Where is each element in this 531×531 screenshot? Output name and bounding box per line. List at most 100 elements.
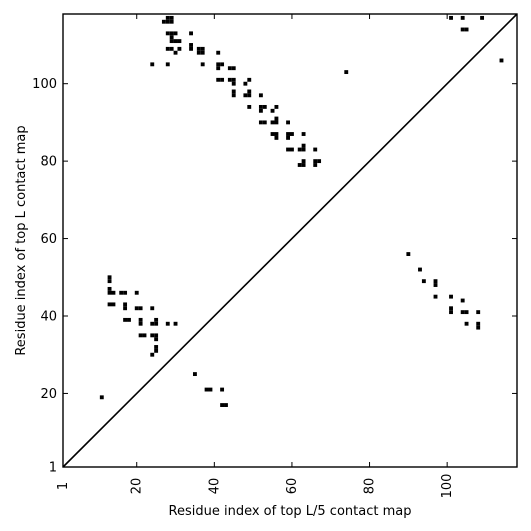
upper-contact-point-78 — [460, 15, 465, 20]
lower-contact-point-30 — [154, 345, 159, 349]
upper-contact-point-3 — [169, 19, 174, 24]
lower-contact-point-44 — [433, 294, 438, 299]
x-tick-label-2: 40 — [207, 478, 222, 495]
upper-contact-point-0 — [165, 15, 170, 20]
upper-contact-point-67 — [301, 147, 306, 152]
upper-contact-point-80 — [460, 27, 465, 32]
lower-contact-point-49 — [460, 310, 465, 315]
upper-contact-point-72 — [301, 159, 306, 164]
upper-contact-point-71 — [301, 163, 306, 167]
upper-contact-point-2 — [169, 15, 174, 20]
lower-contact-point-18 — [138, 317, 143, 322]
y-tick-label-0: 1 — [49, 461, 57, 476]
upper-contact-point-55 — [274, 116, 279, 121]
lower-contact-point-28 — [154, 333, 159, 338]
lower-contact-point-0 — [99, 395, 104, 400]
upper-contact-point-42 — [247, 93, 252, 98]
upper-contact-point-81 — [464, 27, 469, 32]
upper-contact-point-16 — [177, 46, 182, 51]
upper-contact-point-34 — [227, 77, 232, 82]
upper-contact-point-49 — [270, 108, 275, 113]
lower-contact-point-38 — [224, 403, 228, 407]
upper-contact-point-50 — [274, 104, 279, 109]
y-tick-label-3: 60 — [40, 232, 57, 247]
upper-contact-point-7 — [173, 31, 178, 36]
lower-contact-point-34 — [204, 387, 209, 392]
lower-contact-point-33 — [192, 372, 197, 377]
lower-contact-point-24 — [173, 321, 178, 326]
lower-contact-point-52 — [464, 321, 469, 326]
upper-contact-point-59 — [274, 135, 279, 140]
lower-contact-point-25 — [138, 333, 143, 338]
upper-contact-point-4 — [161, 19, 166, 24]
upper-contact-point-11 — [173, 39, 178, 44]
upper-contact-point-74 — [317, 159, 322, 164]
upper-contact-point-13 — [189, 43, 193, 47]
x-tick-label-1: 20 — [130, 478, 145, 495]
upper-contact-point-6 — [169, 31, 174, 36]
upper-contact-point-57 — [270, 132, 275, 136]
plot-frame — [62, 13, 518, 468]
upper-contact-point-39 — [231, 89, 236, 94]
upper-contact-point-19 — [196, 46, 201, 51]
upper-contact-point-79 — [480, 15, 485, 20]
lower-contact-point-54 — [476, 325, 481, 330]
upper-contact-point-35 — [231, 77, 236, 82]
lower-contact-point-53 — [476, 321, 481, 326]
lower-contact-point-23 — [165, 321, 170, 326]
y-axis-label: Residue index of top L contact map — [14, 125, 29, 355]
lower-contact-point-1 — [107, 275, 112, 280]
lower-contact-point-5 — [111, 290, 116, 295]
upper-contact-point-40 — [231, 93, 236, 98]
lower-contact-point-14 — [138, 306, 143, 311]
diagonal-line — [62, 13, 518, 468]
x-axis-label: Residue index of top L/5 contact map — [169, 504, 412, 519]
upper-contact-point-30 — [227, 66, 232, 71]
lower-contact-point-39 — [406, 252, 411, 256]
y-tick-label-1: 20 — [40, 387, 57, 402]
lower-contact-point-13 — [134, 306, 139, 311]
upper-contact-point-20 — [200, 46, 205, 51]
upper-contact-point-25 — [165, 62, 170, 67]
lower-contact-point-40 — [418, 267, 422, 272]
lower-contact-point-42 — [433, 279, 438, 284]
x-axis-ticks: 1 20 40 60 80 100 — [56, 14, 455, 498]
upper-contact-point-22 — [200, 50, 205, 55]
lower-contact-point-47 — [449, 306, 453, 311]
upper-contact-point-33 — [220, 77, 225, 82]
y-tick-label-4: 80 — [40, 155, 57, 170]
lower-contact-point-7 — [123, 290, 128, 295]
lower-contact-point-50 — [464, 310, 469, 315]
upper-contact-point-53 — [270, 120, 275, 125]
lower-contact-point-16 — [123, 317, 128, 322]
upper-contact-point-1 — [165, 19, 170, 24]
y-tick-label-5: 100 — [32, 77, 57, 92]
upper-contact-point-9 — [169, 35, 174, 40]
upper-contact-point-8 — [189, 31, 193, 36]
upper-contact-point-23 — [216, 50, 221, 55]
upper-contact-point-65 — [290, 147, 294, 152]
upper-contact-point-12 — [177, 39, 182, 44]
upper-contact-point-43 — [247, 89, 252, 94]
lower-contact-point-4 — [107, 290, 112, 295]
upper-contact-point-26 — [200, 62, 205, 67]
lower-contact-point-45 — [449, 294, 453, 299]
upper-contact-point-54 — [274, 120, 279, 125]
lower-contact-point-17 — [127, 317, 131, 322]
lower-contact-point-27 — [150, 333, 155, 338]
upper-contact-point-76 — [344, 70, 349, 75]
lower-contact-point-32 — [150, 352, 155, 357]
upper-contact-point-31 — [231, 66, 236, 71]
upper-contact-point-58 — [274, 132, 279, 136]
upper-contact-point-60 — [286, 132, 290, 136]
lower-contact-point-29 — [154, 337, 159, 342]
lower-contact-point-21 — [154, 321, 159, 326]
lower-contact-point-22 — [154, 317, 159, 322]
lower-contact-point-26 — [142, 333, 147, 338]
upper-contact-point-62 — [286, 135, 290, 140]
data-points-layer — [99, 15, 504, 407]
y-axis-ticks: 1 20 40 60 80 100 — [32, 77, 517, 476]
upper-contact-point-24 — [150, 62, 155, 67]
upper-contact-point-63 — [301, 132, 306, 136]
